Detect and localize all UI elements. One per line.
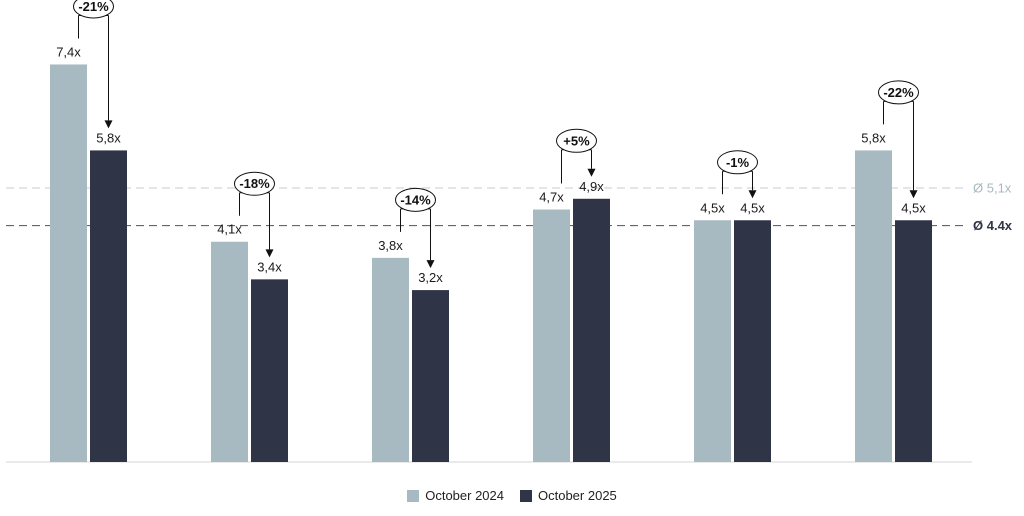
change-label-0: -21% xyxy=(78,0,109,14)
bar-2025-5 xyxy=(895,220,932,462)
legend-swatch-2025 xyxy=(520,489,532,502)
change-arrow-head-0 xyxy=(104,120,113,129)
value-label-2025-0: 5,8x xyxy=(96,130,121,145)
change-arrow-head-4 xyxy=(748,190,757,199)
value-label-2025-5: 4,5x xyxy=(901,200,926,215)
change-oval-1 xyxy=(234,171,275,196)
value-label-2024-0: 7,4x xyxy=(56,44,81,59)
bar-2025-1 xyxy=(251,279,288,462)
legend-label-2024: October 2024 xyxy=(425,488,504,503)
legend-label-2025: October 2025 xyxy=(538,488,617,503)
change-oval-3 xyxy=(556,128,597,153)
value-label-2024-3: 4,7x xyxy=(539,190,564,205)
value-label-2025-3: 4,9x xyxy=(579,179,604,194)
bar-2024-1 xyxy=(211,241,248,462)
change-label-1: -18% xyxy=(239,176,270,191)
legend-item-2024: October 2024 xyxy=(407,488,504,503)
average-label-0: Ø 5,1x xyxy=(973,181,1012,196)
average-label-1: Ø 4.4x xyxy=(973,218,1013,233)
change-arrow-head-1 xyxy=(265,249,274,258)
change-arrow-head-3 xyxy=(587,168,596,177)
bar-2024-0 xyxy=(50,64,87,462)
change-label-5: -22% xyxy=(883,85,914,100)
bar-2025-0 xyxy=(90,150,127,462)
change-label-4: -1% xyxy=(726,155,750,170)
bar-2024-2 xyxy=(372,257,409,462)
bar-2025-4 xyxy=(734,220,771,462)
value-label-2024-2: 3,8x xyxy=(378,238,403,253)
change-oval-2 xyxy=(395,187,436,212)
bar-2025-3 xyxy=(573,198,610,462)
value-label-2024-5: 5,8x xyxy=(861,130,886,145)
value-label-2025-1: 3,4x xyxy=(257,259,282,274)
value-label-2024-4: 4,5x xyxy=(700,200,725,215)
legend-item-2025: October 2025 xyxy=(520,488,617,503)
change-oval-4 xyxy=(717,150,758,175)
bar-2024-5 xyxy=(855,150,892,462)
change-arrow-head-2 xyxy=(426,260,435,269)
value-label-2025-4: 4,5x xyxy=(740,200,765,215)
change-oval-5 xyxy=(878,80,919,105)
change-label-2: -14% xyxy=(400,192,431,207)
legend: October 2024 October 2025 xyxy=(0,488,1024,503)
bar-2025-2 xyxy=(412,290,449,462)
bar-2024-4 xyxy=(694,220,731,462)
value-label-2025-2: 3,2x xyxy=(418,270,443,285)
value-label-2024-1: 4,1x xyxy=(217,222,242,237)
legend-swatch-2024 xyxy=(407,489,420,502)
change-label-3: +5% xyxy=(563,133,590,148)
bar-2024-3 xyxy=(533,209,570,462)
change-arrow-head-5 xyxy=(909,190,918,199)
change-oval-0 xyxy=(73,0,114,19)
